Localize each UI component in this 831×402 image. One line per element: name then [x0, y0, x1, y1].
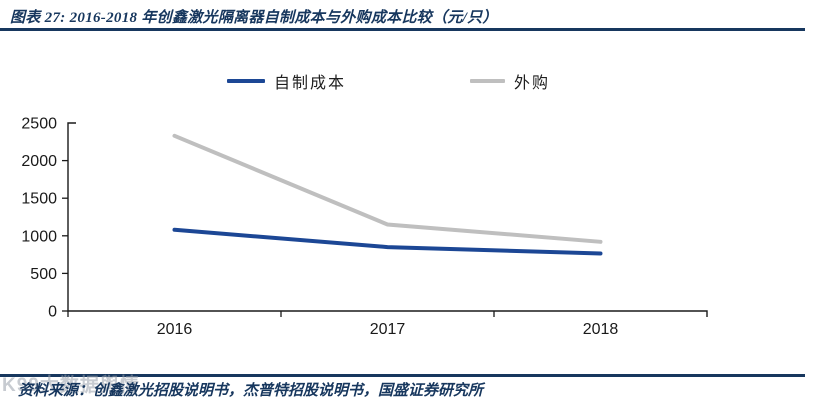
chart-legend: 自制成本 外购 — [0, 70, 831, 92]
cost-comparison-line-chart: 0 500 1000 1500 2000 2500 2016 2017 2018 — [21, 116, 708, 338]
y-axis-label: 1500 — [21, 191, 57, 208]
y-axis-label: 1000 — [21, 228, 57, 245]
legend-item-outsourced: 外购 — [470, 70, 550, 92]
y-axis-label: 2500 — [21, 116, 57, 133]
self-made-cost-line — [172, 227, 603, 256]
y-axis-label: 2000 — [21, 153, 57, 170]
legend-label-outsourced: 外购 — [514, 75, 551, 92]
legend-item-self-made-cost: 自制成本 — [227, 70, 346, 92]
outsourced-cost-line — [172, 133, 603, 244]
figure-title: 图表 27: 2016-2018 年创鑫激光隔离器自制成本与外购成本比较（元/只… — [10, 10, 498, 26]
title-divider-rule — [0, 28, 805, 31]
x-axis-label: 2016 — [157, 321, 193, 338]
legend-label-self-made-cost: 自制成本 — [274, 75, 347, 92]
footer-divider-rule — [0, 374, 805, 377]
x-axis-label: 2018 — [583, 321, 619, 338]
y-axis-label: 0 — [48, 304, 57, 321]
legend-marker-self-made-line — [227, 79, 265, 83]
chart-axis — [67, 122, 708, 317]
x-axis-label: 2017 — [370, 321, 406, 338]
legend-marker-outsourced-line — [470, 79, 505, 83]
source-note: 资料来源：创鑫激光招股说明书，杰普特招股说明书，国盛证券研究所 — [18, 383, 484, 399]
y-axis-label: 500 — [30, 266, 57, 283]
